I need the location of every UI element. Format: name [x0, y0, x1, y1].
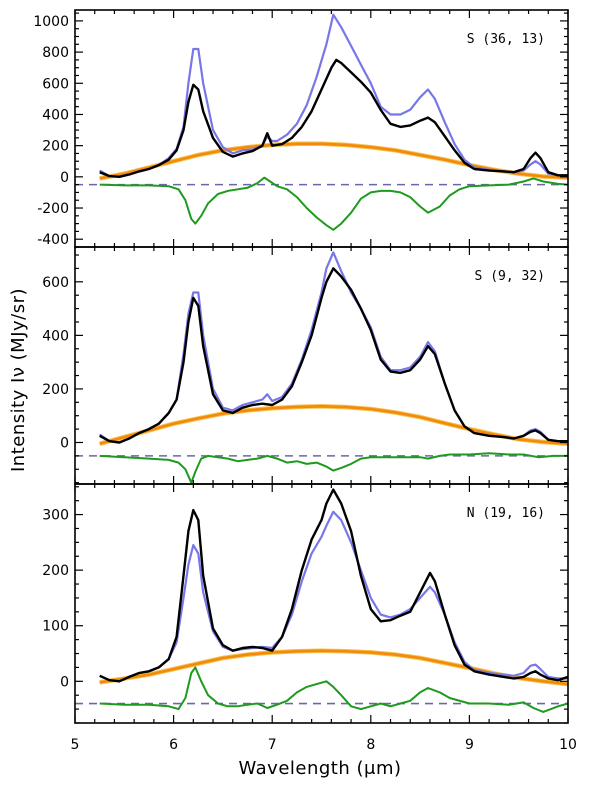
green-series-line	[99, 666, 569, 713]
panel-label: N (19, 16)	[467, 506, 545, 521]
y-tick-label: 300	[42, 508, 69, 524]
y-tick-label: 400	[42, 328, 69, 344]
y-tick-label: 200	[42, 382, 69, 398]
y-tick-label: 100	[42, 619, 69, 635]
panel-2: 0 200 400 600 S (9, 32)	[42, 246, 569, 485]
x-tick-label: 10	[559, 737, 577, 753]
x-axis: 5 6 7 8 9 10	[71, 737, 577, 753]
panel-label: S (36, 13)	[467, 32, 545, 47]
y-tick-label: 0	[60, 674, 69, 690]
panel-3: 0 100 200 300 N (19, 16)	[42, 483, 569, 724]
x-tick-label: 9	[465, 737, 474, 753]
panel-frame	[74, 483, 569, 724]
x-tick-label: 5	[71, 737, 80, 753]
y-tick-label: -400	[37, 232, 69, 248]
blue-series-line	[99, 510, 568, 683]
y-tick-label: 800	[42, 45, 69, 61]
y-tick-label: 600	[42, 275, 69, 291]
x-axis-title: Wavelength (μm)	[238, 758, 401, 779]
black-series-line	[99, 267, 568, 444]
y-tick-label: 1000	[33, 14, 69, 30]
panel-label: S (9, 32)	[475, 269, 545, 284]
x-tick-label: 8	[366, 737, 375, 753]
y-tick-label: 200	[42, 139, 69, 155]
black-series-line	[99, 488, 569, 683]
x-tick-label: 6	[169, 737, 178, 753]
green-series-line	[99, 176, 569, 231]
y-tick-label: 0	[60, 170, 69, 186]
y-tick-label: 0	[60, 435, 69, 451]
y-tick-label: 400	[42, 107, 69, 123]
orange-series-line	[99, 142, 569, 180]
green-series-line	[99, 452, 568, 484]
y-axis-title: Intensity Iν (MJy/sr)	[8, 288, 29, 472]
y-tick-label: 200	[42, 563, 69, 579]
panel-1: -400 -200 0 200 400 600 800 1000 S (36, 13)	[33, 9, 569, 248]
x-tick-label: 7	[268, 737, 277, 753]
y-tick-label: 600	[42, 76, 69, 92]
black-series-line	[99, 58, 568, 178]
orange-series-line	[99, 405, 569, 446]
y-tick-label: -200	[37, 201, 69, 217]
